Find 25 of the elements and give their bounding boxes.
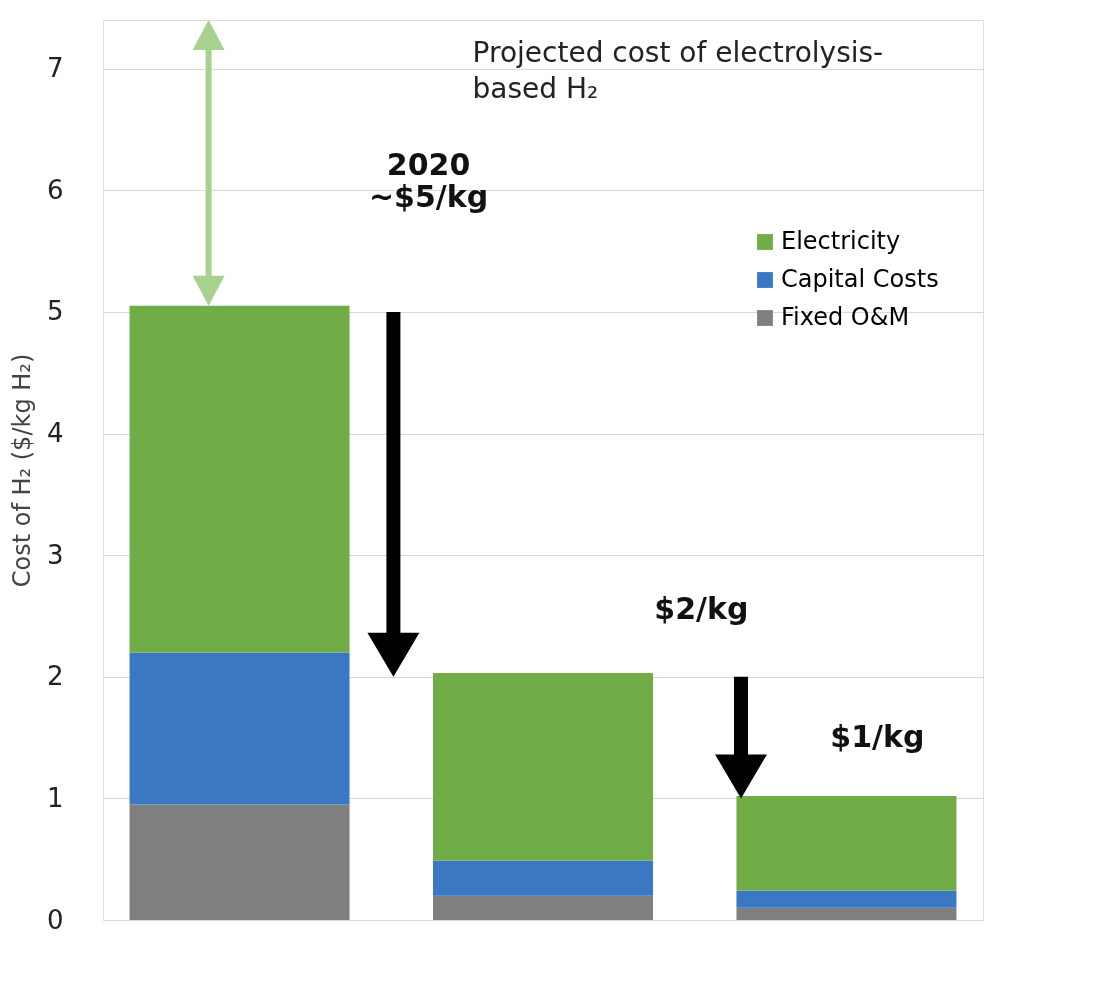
annotation: $2/kg [654, 590, 749, 626]
y-tick-label: 7 [46, 53, 64, 84]
bar [129, 305, 350, 653]
y-tick-label: 4 [46, 418, 64, 449]
annotation: $1/kg [830, 718, 925, 754]
y-axis-title: Cost of H₂ ($/kg H₂) [7, 353, 36, 588]
bar [129, 652, 350, 805]
y-tick-label: 2 [46, 661, 64, 692]
bar [736, 907, 957, 920]
y-tick-label: 1 [46, 782, 64, 813]
legend-label: Electricity [781, 227, 901, 255]
bar [433, 895, 653, 920]
bar [433, 860, 653, 896]
y-tick-label: 0 [46, 904, 64, 935]
legend-label: Fixed O&M [781, 303, 910, 331]
bar [433, 673, 653, 861]
y-tick-label: 3 [46, 539, 64, 570]
text: Projected cost of electrolysis-based H₂ [472, 36, 884, 105]
legend-label: Capital Costs [781, 265, 939, 293]
bar [736, 795, 957, 891]
bar [736, 890, 957, 908]
y-tick-label: 6 [46, 174, 64, 205]
annotation: 2020 ~$5/kg [368, 146, 489, 214]
bar [129, 804, 350, 920]
y-tick-label: 5 [46, 296, 64, 327]
